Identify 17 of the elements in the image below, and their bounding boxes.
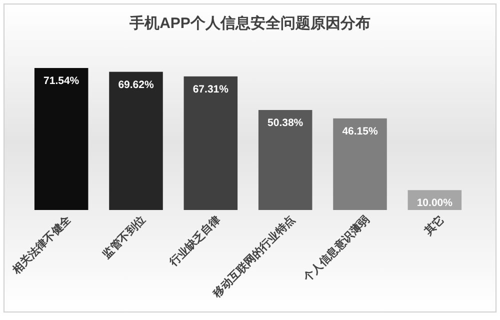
bar [333, 118, 387, 210]
data-label: 67.31% [192, 83, 230, 96]
data-label: 71.54% [44, 75, 80, 87]
data-label: 69.62% [118, 78, 154, 91]
bar [184, 76, 238, 210]
x-tick-label: 其它 [421, 212, 447, 238]
bar [258, 110, 312, 210]
data-label: 46.15% [342, 125, 378, 138]
x-tick-label: 个人信息意识薄弱 [300, 212, 372, 286]
data-label: 50.38% [268, 117, 304, 129]
x-tick-label: 监管不到位 [100, 212, 148, 262]
x-tick-label: 相关法律不健全 [9, 212, 74, 278]
chart-title: 手机APP个人信息安全问题原因分布 [128, 14, 370, 32]
data-label: 10.00% [416, 197, 454, 210]
bar [34, 68, 88, 210]
x-tick-label: 行业缺乏自律 [166, 212, 223, 270]
bar [109, 72, 163, 210]
